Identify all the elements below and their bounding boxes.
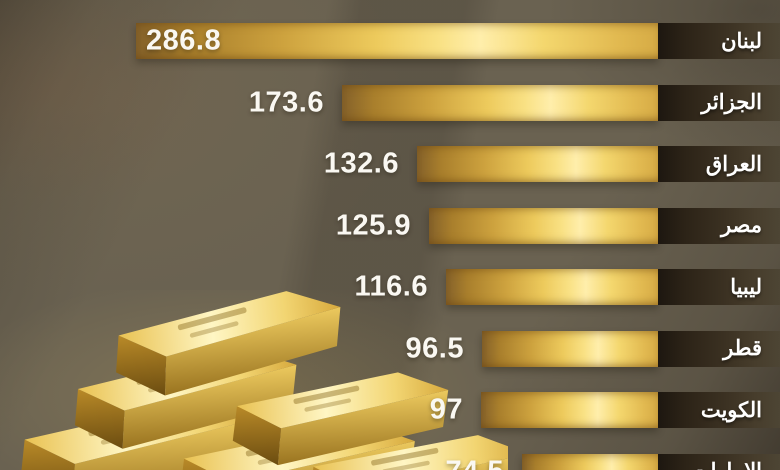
gold-bar [482,330,658,367]
bar-value: 97 [429,393,463,426]
bar-value: 116.6 [354,270,428,303]
country-label: ليبيا [730,275,762,299]
country-strip: الجزائر [658,84,780,121]
gold-bar [522,453,658,470]
country-label: الجزائر [701,91,762,114]
country-label: الإمارات [685,461,780,470]
gold-bar [481,392,658,428]
chart-row: قطر 96.5 [0,330,780,367]
gold-bar [342,84,658,121]
country-label: قطر [723,337,762,360]
country-strip: ليبيا [658,269,780,305]
country-strip: مصر [658,207,780,244]
chart-row: الجزائر 173.6 [0,84,780,121]
country-label: العراق [705,152,762,176]
chart-row: ليبيا 116.6 [0,269,780,305]
country-strip: الكويت [658,392,780,428]
gold-bar [429,207,658,244]
bar-value: 132.6 [323,147,399,180]
country-label: الكويت [700,398,762,422]
gold-bar [417,146,658,182]
chart-row: لبنان 286.8 [0,23,780,59]
chart-row: الكويت 97 [0,392,780,428]
country-strip: لبنان [658,23,780,59]
chart-row: العراق 132.6 [0,146,780,182]
bar-value: 286.8 [146,24,222,57]
bar-value: 173.6 [248,86,324,118]
gold-bar [136,23,658,59]
gold-bar [446,269,658,305]
country-label: مصر [720,214,762,237]
gold-ingots-illustration [0,290,508,470]
country-strip: العراق [658,146,780,182]
country-label: لبنان [721,29,762,53]
country-strip: قطر [658,330,780,367]
bar-value: 125.9 [335,209,411,241]
chart-row: مصر 125.9 [0,207,780,244]
bar-value: 96.5 [405,332,464,364]
bar-value: 74.5 [446,457,504,470]
country-strip: الإمارات [658,453,780,470]
chart-row: الإمارات 74.5 [0,453,780,470]
